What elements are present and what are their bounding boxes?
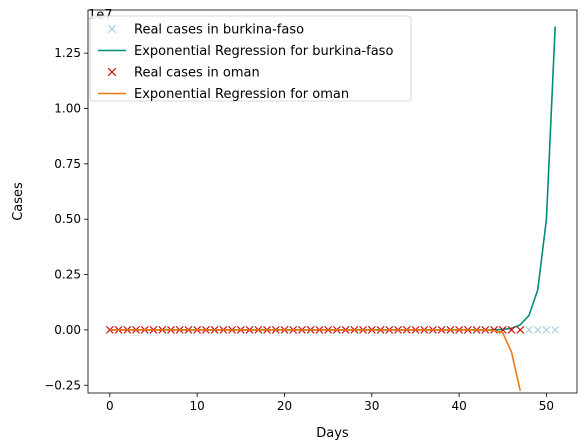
- series-layer: [105, 26, 560, 391]
- x-tick-label: 20: [277, 399, 292, 413]
- data-point: [542, 326, 551, 334]
- legend-label: Real cases in oman: [134, 66, 260, 81]
- y-tick-label: −0.25: [44, 378, 81, 392]
- x-tick-label: 10: [190, 399, 205, 413]
- y-tick-label: 0.25: [54, 268, 81, 282]
- x-tick-label: 50: [539, 399, 554, 413]
- data-point: [516, 326, 525, 334]
- data-point: [507, 326, 516, 334]
- y-tick-label: 0.75: [54, 157, 81, 171]
- x-tick-label: 0: [106, 399, 114, 413]
- legend-label: Exponential Regression for oman: [134, 87, 349, 102]
- legend: Real cases in burkina-faso Exponential Re…: [89, 15, 412, 102]
- legend-item: Real cases in oman: [107, 66, 260, 81]
- y-tick-label: 0.00: [54, 323, 81, 337]
- legend-item: Real cases in burkina-faso: [107, 23, 304, 38]
- y-tick-label: 1.00: [54, 102, 81, 116]
- y-axis: −0.25 0.00 0.25 0.50 0.75 1.00 1.25: [44, 46, 88, 392]
- legend-item: Exponential Regression for oman: [98, 87, 349, 102]
- x-tick-label: 30: [364, 399, 379, 413]
- data-point: [525, 326, 533, 334]
- x-axis-label: Days: [316, 426, 349, 441]
- legend-item: Exponential Regression for burkina-faso: [98, 44, 393, 59]
- legend-label: Exponential Regression for burkina-faso: [134, 44, 393, 59]
- plot-frame: [87, 9, 578, 394]
- series-3-line: [109, 329, 522, 391]
- data-point: [551, 326, 560, 334]
- y-axis-label: Cases: [11, 182, 26, 221]
- legend-marker-swatch: [107, 24, 117, 34]
- data-point: [533, 326, 542, 334]
- y-tick-label: 1.25: [54, 46, 81, 60]
- y-tick-label: 0.50: [54, 212, 81, 226]
- legend-label: Real cases in burkina-faso: [134, 23, 304, 38]
- legend-box: [89, 15, 412, 102]
- x-axis: 0 10 20 30 40 50: [106, 393, 554, 413]
- legend-marker-swatch: [107, 67, 117, 77]
- x-tick-label: 40: [451, 399, 466, 413]
